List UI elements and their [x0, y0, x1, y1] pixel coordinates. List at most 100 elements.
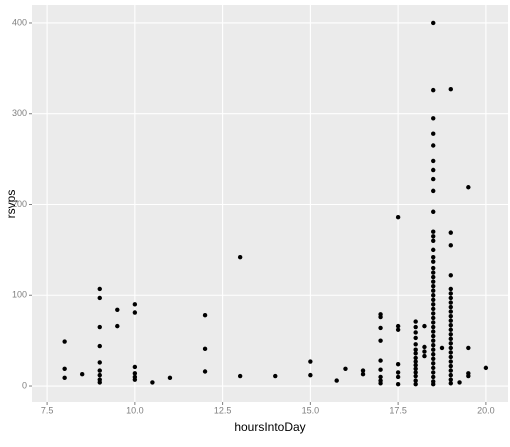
point [431, 338, 436, 343]
point [448, 230, 453, 235]
point [431, 176, 436, 182]
point [132, 377, 138, 382]
point [97, 286, 102, 292]
point [431, 143, 436, 148]
point [431, 288, 436, 293]
point [431, 342, 436, 348]
point [431, 293, 436, 298]
point [448, 286, 453, 292]
point [431, 229, 436, 234]
point [132, 302, 138, 307]
plot-panel [32, 5, 508, 402]
point [97, 372, 102, 378]
point [422, 323, 427, 329]
point [448, 87, 453, 92]
point [378, 358, 383, 363]
point [115, 307, 120, 312]
point [448, 350, 453, 355]
x-tick-label: 20.0 [477, 405, 495, 415]
point [431, 20, 436, 26]
point [431, 361, 436, 366]
point [132, 371, 138, 376]
point [431, 259, 436, 264]
point [202, 346, 208, 352]
point [431, 265, 436, 271]
point [431, 297, 436, 303]
x-tick-label: 17.5 [389, 405, 407, 415]
point [448, 332, 453, 337]
y-axis-title: rsvps [4, 190, 18, 219]
point [431, 333, 436, 339]
point [97, 368, 102, 373]
point [132, 364, 138, 370]
point [448, 345, 453, 351]
point [448, 372, 453, 378]
point [448, 295, 453, 301]
point [378, 338, 383, 343]
point [378, 374, 383, 380]
point [413, 335, 418, 341]
point [378, 367, 383, 372]
point [115, 323, 120, 329]
point [395, 374, 401, 380]
point [448, 291, 453, 296]
point [308, 372, 313, 378]
x-tick-label: 15.0 [302, 405, 320, 415]
point [422, 344, 427, 350]
point [431, 352, 436, 357]
point [62, 366, 67, 371]
point [457, 380, 462, 385]
point [413, 355, 418, 361]
point [167, 375, 173, 381]
x-tick-label: 7.5 [41, 405, 54, 415]
x-axis-title: hoursIntoDay [234, 420, 305, 434]
point [431, 158, 436, 164]
point [395, 215, 401, 220]
point [466, 345, 471, 351]
point [422, 353, 427, 359]
point [378, 381, 383, 386]
point [431, 167, 436, 173]
point [431, 254, 436, 260]
x-tick-label: 12.5 [214, 405, 232, 415]
point [202, 313, 208, 318]
point [413, 351, 418, 356]
point [448, 336, 453, 342]
point [413, 366, 418, 371]
point [483, 365, 489, 371]
point [395, 327, 401, 332]
point [448, 243, 453, 248]
point [448, 381, 453, 386]
point [422, 349, 427, 354]
point [448, 313, 453, 319]
point [413, 362, 418, 368]
point [448, 359, 453, 364]
point [360, 372, 366, 377]
point [431, 365, 436, 371]
point [334, 378, 339, 383]
point [97, 360, 102, 365]
point [378, 325, 383, 331]
point [431, 274, 436, 280]
point [431, 87, 436, 93]
y-tick-label: 400 [12, 17, 27, 27]
point [466, 185, 471, 190]
point [378, 314, 383, 320]
point [395, 323, 401, 329]
point [202, 369, 208, 374]
point [431, 329, 436, 334]
point [431, 234, 436, 239]
point [273, 373, 278, 379]
point [431, 131, 436, 136]
point [431, 247, 436, 253]
point [431, 270, 436, 275]
point [97, 295, 102, 301]
y-tick-label: 0 [22, 380, 27, 390]
point [466, 373, 471, 379]
point [79, 372, 85, 377]
point [431, 283, 436, 289]
point [97, 380, 102, 385]
point [431, 311, 436, 316]
point [431, 306, 436, 312]
point [448, 304, 453, 310]
